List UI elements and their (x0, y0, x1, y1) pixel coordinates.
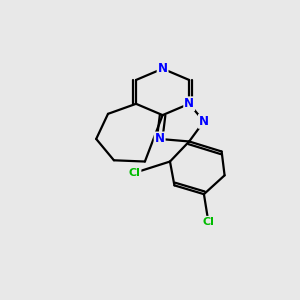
Text: N: N (199, 115, 209, 128)
Text: N: N (155, 133, 165, 146)
Text: N: N (184, 97, 194, 110)
Text: Cl: Cl (129, 168, 140, 178)
Text: Cl: Cl (202, 217, 214, 227)
Text: N: N (158, 62, 168, 75)
